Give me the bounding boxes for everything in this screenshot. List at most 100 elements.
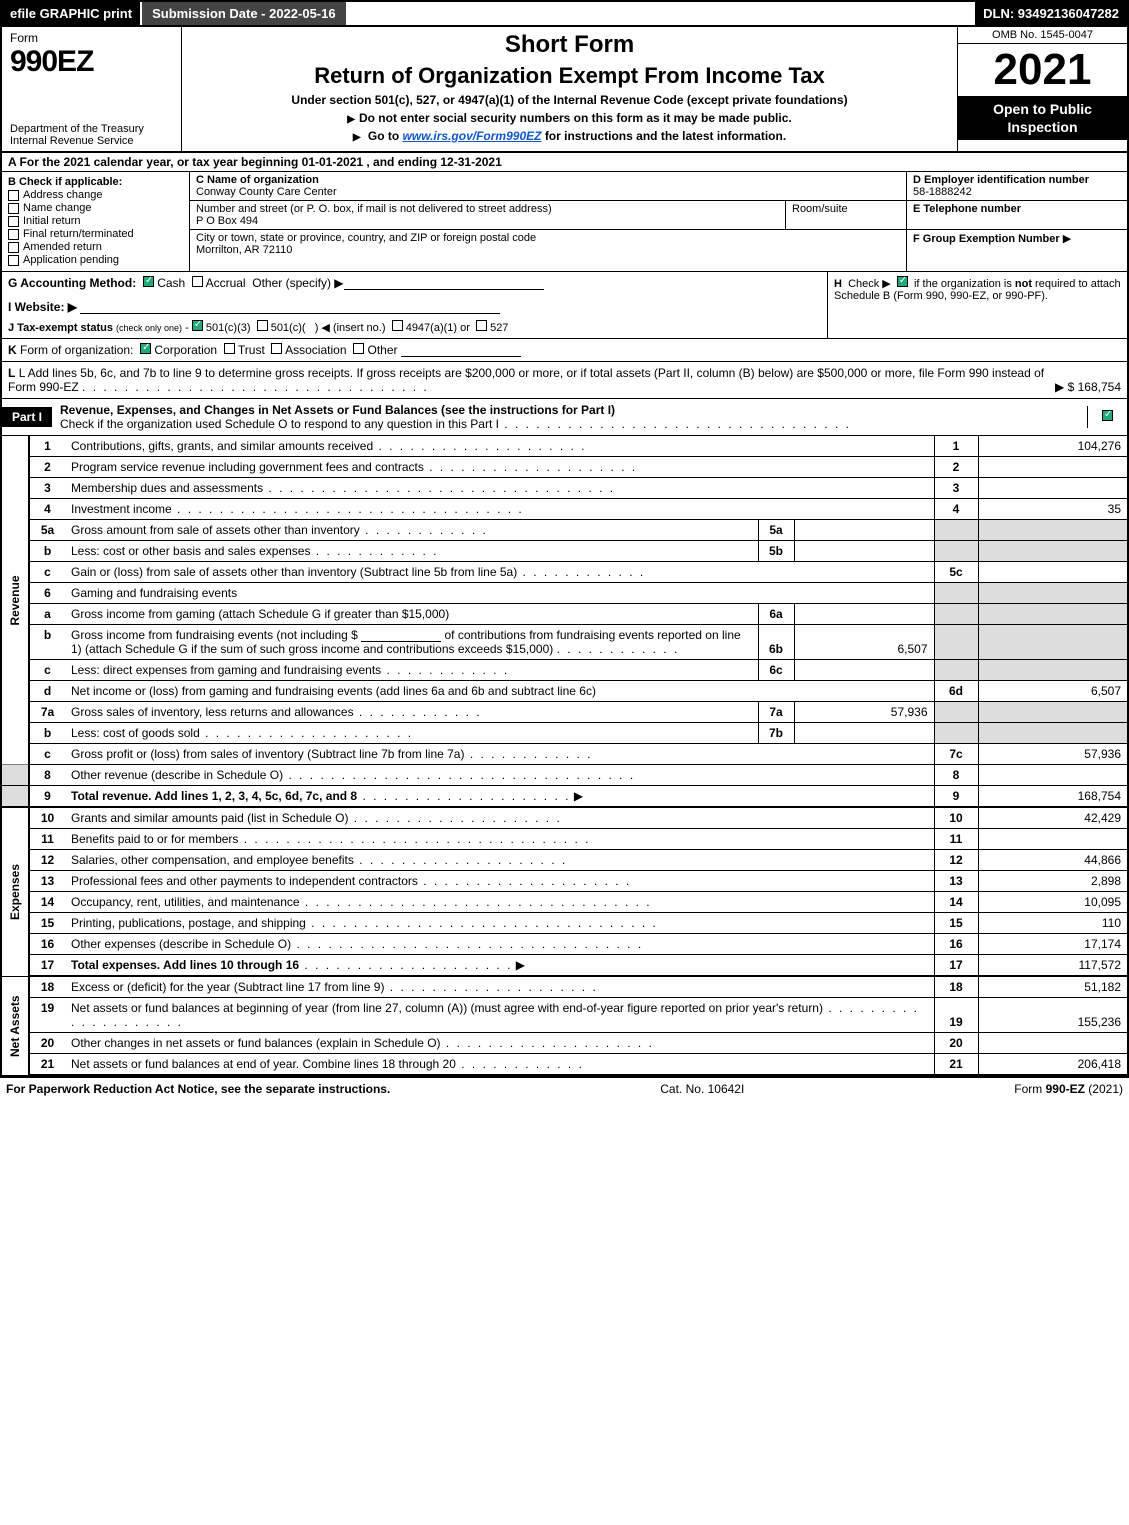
line-amount: 6,507: [978, 681, 1128, 702]
other-specify-input[interactable]: [344, 276, 544, 290]
footer-right-bold: 990-EZ: [1046, 1082, 1085, 1096]
contrib-amount-input[interactable]: [361, 628, 441, 642]
cb-application-pending[interactable]: Application pending: [8, 254, 183, 266]
line-num-ref: 2: [934, 457, 978, 478]
sub-line-amount: [794, 604, 934, 625]
line-desc: Membership dues and assessments: [71, 481, 263, 495]
part-i-check-note: Check if the organization used Schedule …: [60, 417, 499, 431]
part-i-title-text: Revenue, Expenses, and Changes in Net As…: [60, 403, 615, 417]
line-no: 17: [29, 955, 65, 977]
line-desc: Gross profit or (loss) from sales of inv…: [71, 747, 464, 761]
open-to-public: Open to Public Inspection: [958, 96, 1127, 140]
line-15: 15 Printing, publications, postage, and …: [1, 913, 1128, 934]
cb-amended-return[interactable]: Amended return: [8, 241, 183, 253]
other-label: Other (specify): [252, 276, 331, 290]
checkbox-icon[interactable]: [476, 320, 487, 331]
other-org-input[interactable]: [401, 343, 521, 357]
line-no: 15: [29, 913, 65, 934]
part-i-title: Revenue, Expenses, and Changes in Net As…: [52, 399, 1087, 435]
cb-final-return[interactable]: Final return/terminated: [8, 228, 183, 240]
line-desc: Gross income from fundraising events (no…: [71, 628, 358, 642]
line-num-ref: 19: [934, 998, 978, 1033]
line-5c: c Gain or (loss) from sale of assets oth…: [1, 562, 1128, 583]
group-exemption-label: F Group Exemption Number: [913, 233, 1060, 245]
accounting-label: G Accounting Method:: [8, 276, 136, 290]
checkbox-checked-icon[interactable]: [143, 276, 154, 287]
part-i-header: Part I Revenue, Expenses, and Changes in…: [0, 399, 1129, 436]
line-no: 20: [29, 1033, 65, 1054]
phone-label: E Telephone number: [913, 203, 1121, 215]
part-i-checkbox-cell: [1087, 406, 1127, 428]
dot-leader: [360, 523, 488, 537]
grey-cell: [1, 786, 29, 808]
line-no: 4: [29, 499, 65, 520]
line-desc: Total revenue. Add lines 1, 2, 3, 4, 5c,…: [71, 789, 357, 803]
irs-link[interactable]: www.irs.gov/Form990EZ: [403, 129, 542, 143]
form-header: Form 990EZ Department of the Treasury In…: [0, 27, 1129, 153]
checkbox-checked-icon[interactable]: [140, 343, 151, 354]
line-19: 19 Net assets or fund balances at beginn…: [1, 998, 1128, 1033]
expenses-vertical-label: Expenses: [1, 808, 29, 976]
line-amount: 17,174: [978, 934, 1128, 955]
grey-cell: [934, 520, 978, 541]
grey-cell: [934, 660, 978, 681]
subtitle: Under section 501(c), 527, or 4947(a)(1)…: [192, 93, 947, 107]
room-suite-label: Room/suite: [786, 201, 906, 229]
checkbox-icon[interactable]: [192, 276, 203, 287]
line-no: 1: [29, 436, 65, 457]
section-g: G Accounting Method: Cash Accrual Other …: [2, 272, 827, 338]
cb-name-change[interactable]: Name change: [8, 202, 183, 214]
grey-cell: [978, 723, 1128, 744]
cb-label: Amended return: [23, 241, 102, 253]
line-num-ref: 10: [934, 808, 978, 829]
line-9: 9 Total revenue. Add lines 1, 2, 3, 4, 5…: [1, 786, 1128, 808]
line-num-ref: 16: [934, 934, 978, 955]
cb-address-change[interactable]: Address change: [8, 189, 183, 201]
checkbox-icon[interactable]: [257, 320, 268, 331]
line-no: 14: [29, 892, 65, 913]
line-17: 17 Total expenses. Add lines 10 through …: [1, 955, 1128, 977]
checkbox-icon[interactable]: [353, 343, 364, 354]
website-input[interactable]: [80, 300, 500, 314]
checkbox-checked-icon[interactable]: [192, 320, 203, 331]
line-1: Revenue 1 Contributions, gifts, grants, …: [1, 436, 1128, 457]
line-desc: Investment income: [71, 502, 172, 516]
dot-leader: [424, 460, 637, 474]
section-f: F Group Exemption Number ▶: [907, 230, 1127, 271]
line-6c: c Less: direct expenses from gaming and …: [1, 660, 1128, 681]
line-18: Net Assets 18 Excess or (deficit) for th…: [1, 977, 1128, 998]
line-desc: Contributions, gifts, grants, and simila…: [71, 439, 373, 453]
line-desc: Excess or (deficit) for the year (Subtra…: [71, 980, 384, 994]
caution2-pre: Go to: [368, 129, 403, 143]
line-no: b: [29, 723, 65, 744]
street-row: Number and street (or P. O. box, if mail…: [190, 201, 906, 230]
line-desc: Net assets or fund balances at end of ye…: [71, 1057, 456, 1071]
grey-cell: [934, 604, 978, 625]
checkbox-checked-icon[interactable]: [1102, 410, 1113, 421]
checkbox-icon[interactable]: [224, 343, 235, 354]
sub-line-no: 7a: [758, 702, 794, 723]
grey-cell: [978, 702, 1128, 723]
line-num-ref: 13: [934, 871, 978, 892]
short-form-title: Short Form: [192, 31, 947, 59]
checkbox-icon[interactable]: [271, 343, 282, 354]
sections-bcdef: B Check if applicable: Address change Na…: [0, 172, 1129, 272]
line-no: 7a: [29, 702, 65, 723]
grey-cell: [934, 625, 978, 660]
sub-line-no: 6c: [758, 660, 794, 681]
line-no: 8: [29, 765, 65, 786]
checkbox-icon[interactable]: [392, 320, 403, 331]
website-label: I Website: ▶: [8, 300, 77, 314]
line-desc: Net income or (loss) from gaming and fun…: [71, 684, 596, 698]
submission-date: Submission Date - 2022-05-16: [140, 2, 346, 25]
dot-leader: [238, 832, 590, 846]
ein-value: 58-1888242: [913, 186, 1121, 198]
dot-leader: [300, 895, 652, 909]
sections-def: D Employer identification number 58-1888…: [907, 172, 1127, 271]
org-name-label: C Name of organization: [196, 174, 900, 186]
line-4: 4 Investment income 4 35: [1, 499, 1128, 520]
line-amount: 10,095: [978, 892, 1128, 913]
line-amount: 35: [978, 499, 1128, 520]
cb-initial-return[interactable]: Initial return: [8, 215, 183, 227]
checkbox-checked-icon[interactable]: [897, 276, 908, 287]
